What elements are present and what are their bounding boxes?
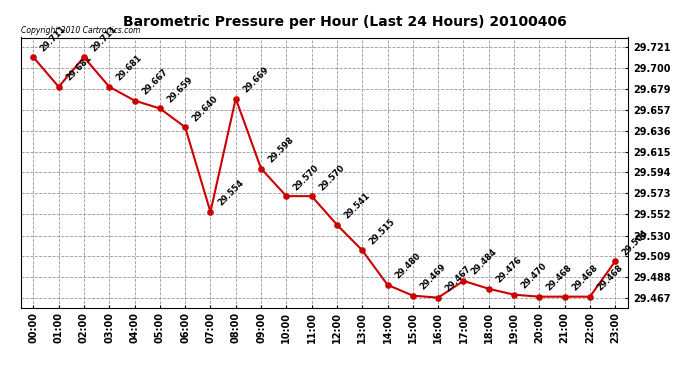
Text: 29.681: 29.681: [64, 53, 93, 82]
Text: 29.468: 29.468: [570, 263, 600, 292]
Point: [610, 258, 621, 264]
Text: 29.467: 29.467: [444, 264, 473, 294]
Point: [28, 54, 39, 60]
Text: 29.468: 29.468: [545, 263, 574, 292]
Text: 29.504: 29.504: [621, 228, 650, 257]
Point: [104, 84, 115, 90]
Text: 29.476: 29.476: [494, 255, 524, 285]
Text: Copyright 2010 Cartronics.com: Copyright 2010 Cartronics.com: [21, 26, 140, 35]
Point: [458, 278, 469, 284]
Text: 29.711: 29.711: [39, 24, 68, 53]
Point: [559, 294, 570, 300]
Point: [382, 282, 393, 288]
Point: [205, 209, 216, 215]
Point: [129, 98, 140, 104]
Point: [53, 84, 64, 90]
Text: 29.598: 29.598: [266, 135, 296, 164]
Point: [230, 96, 241, 102]
Point: [179, 124, 190, 130]
Point: [357, 248, 368, 254]
Text: 29.470: 29.470: [520, 261, 549, 291]
Text: 29.515: 29.515: [368, 217, 397, 246]
Text: 29.468: 29.468: [595, 263, 624, 292]
Point: [331, 222, 342, 228]
Text: 29.681: 29.681: [115, 53, 144, 82]
Point: [509, 292, 520, 298]
Point: [255, 165, 266, 171]
Point: [79, 54, 90, 60]
Text: 29.659: 29.659: [166, 75, 195, 104]
Point: [155, 105, 166, 111]
Text: 29.570: 29.570: [317, 163, 346, 192]
Point: [483, 286, 494, 292]
Text: 29.711: 29.711: [90, 24, 119, 53]
Text: Barometric Pressure per Hour (Last 24 Hours) 20100406: Barometric Pressure per Hour (Last 24 Ho…: [123, 15, 567, 29]
Text: 29.480: 29.480: [393, 252, 422, 280]
Point: [306, 193, 317, 199]
Point: [584, 294, 595, 300]
Text: 29.669: 29.669: [241, 65, 270, 94]
Text: 29.484: 29.484: [469, 248, 498, 277]
Text: 29.640: 29.640: [190, 94, 220, 123]
Text: 29.554: 29.554: [216, 178, 246, 208]
Text: 29.570: 29.570: [292, 163, 321, 192]
Text: 29.541: 29.541: [342, 191, 372, 220]
Text: 29.469: 29.469: [418, 262, 448, 291]
Point: [534, 294, 545, 300]
Point: [433, 295, 444, 301]
Point: [407, 292, 418, 298]
Text: 29.667: 29.667: [140, 67, 169, 96]
Point: [281, 193, 292, 199]
